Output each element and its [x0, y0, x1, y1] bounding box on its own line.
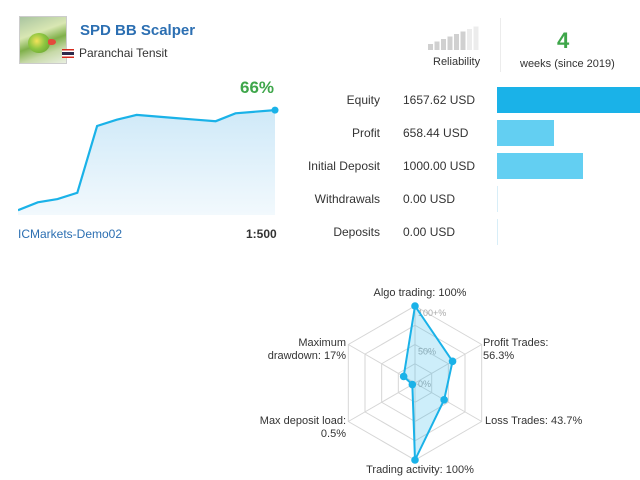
- radar-tick-label: 100+%: [418, 308, 446, 318]
- reliability-bar: [434, 41, 440, 50]
- growth-percent: 66%: [240, 78, 275, 97]
- metric-bar: [497, 186, 498, 212]
- radar-tick-label: 0%: [418, 379, 431, 389]
- reliability-bar: [467, 29, 472, 50]
- growth-area: [18, 110, 275, 215]
- radar-point: [399, 372, 408, 381]
- radar-point: [448, 357, 457, 366]
- reliability-bar: [441, 39, 446, 50]
- leverage-value: 1:500: [246, 227, 277, 241]
- metric-label: Deposits: [333, 225, 380, 239]
- signal-avatar[interactable]: [19, 16, 67, 64]
- metric-value: 0.00 USD: [403, 225, 456, 239]
- radar-axis: [414, 382, 482, 422]
- metric-value: 658.44 USD: [403, 126, 469, 140]
- reliability-bar: [460, 31, 466, 50]
- radar-point: [408, 380, 417, 389]
- radar-point: [411, 456, 419, 464]
- radar-axis: [348, 382, 416, 422]
- radar-point: [411, 302, 419, 310]
- radar-axis-label: Max deposit load: 0.5%: [259, 415, 346, 440]
- radar-tick-label: 50%: [418, 347, 436, 357]
- metric-label: Equity: [346, 93, 380, 107]
- bird-image: [28, 33, 50, 53]
- radar-axis-label: Trading activity: 100%: [366, 464, 474, 476]
- weeks-count: 4: [557, 28, 570, 53]
- radar-axis-label: Algo trading: 100%: [373, 287, 467, 299]
- reliability-bar: [473, 26, 479, 50]
- growth-line: [18, 109, 276, 212]
- metric-bar: [497, 153, 584, 179]
- metric-bar: [497, 87, 640, 113]
- metric-value: 0.00 USD: [403, 192, 456, 206]
- radar-chart: 100+% 50% 0%: [347, 302, 483, 464]
- radar-axis-label: Profit Trades: 56.3%: [483, 337, 549, 362]
- radar-axis-label: Loss Trades: 43.7%: [485, 415, 583, 427]
- broker-account[interactable]: ICMarkets-Demo02: [18, 227, 123, 241]
- metric-label: Withdrawals: [314, 192, 380, 206]
- growth-chart[interactable]: [18, 95, 280, 220]
- metric-value: 1657.62 USD: [403, 93, 476, 107]
- reliability-bar: [428, 44, 433, 50]
- author-name[interactable]: Paranchai Tensit: [79, 46, 168, 60]
- radar-point: [440, 396, 448, 404]
- radar-axis-label: Maximum drawdown: 17%: [267, 337, 346, 362]
- metric-label: Profit: [351, 126, 380, 140]
- metric-bar: [497, 219, 498, 245]
- radar-axis: [414, 344, 482, 384]
- reliability-bars-icon: [428, 26, 479, 50]
- thailand-flag-icon: [62, 49, 74, 58]
- bird-beak: [48, 39, 56, 45]
- growth-endpoint: [271, 106, 279, 114]
- header-divider: [500, 18, 501, 72]
- weeks-label: weeks (since 2019): [520, 58, 615, 70]
- reliability-label: Reliability: [433, 56, 481, 68]
- reliability-bar: [447, 36, 453, 50]
- metric-label: Initial Deposit: [307, 159, 380, 173]
- signal-title[interactable]: SPD BB Scalper: [80, 22, 196, 39]
- metric-bar: [497, 120, 554, 146]
- reliability-bar: [454, 34, 459, 50]
- metric-value: 1000.00 USD: [403, 159, 476, 173]
